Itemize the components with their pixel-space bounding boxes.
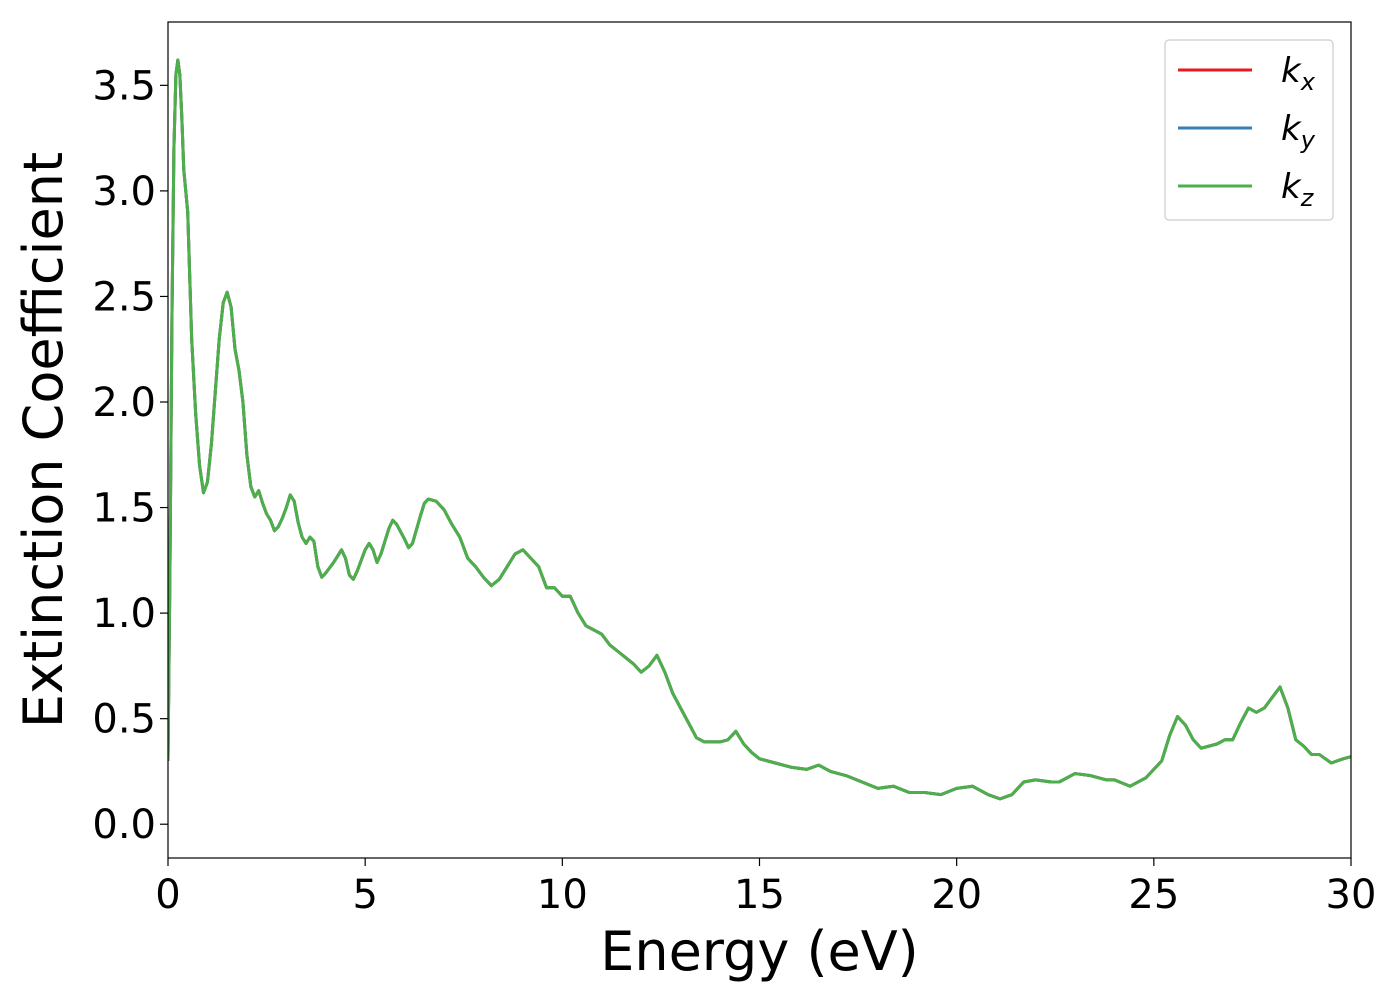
y-tick-label: 2.5	[92, 274, 156, 320]
y-tick-label: 1.5	[92, 486, 156, 532]
y-tick-label: 3.5	[92, 63, 156, 109]
x-tick-label: 15	[734, 872, 785, 918]
y-tick-label: 2.0	[92, 380, 156, 426]
legend-label: ky	[1281, 109, 1316, 154]
y-tick-label: 0.5	[92, 697, 156, 743]
series-line	[168, 58, 1351, 801]
legend-label: kz	[1281, 167, 1315, 212]
x-tick-label: 10	[537, 872, 588, 918]
legend-box	[1164, 39, 1334, 221]
x-tick-label: 5	[352, 872, 377, 918]
y-tick-label: 1.0	[92, 591, 156, 637]
y-tick-label: 0.0	[92, 802, 156, 848]
x-tick-label: 20	[931, 872, 982, 918]
plot-lines	[168, 58, 1351, 801]
x-tick-label: 25	[1128, 872, 1179, 918]
y-axis-label: Extinction Coefficient	[12, 152, 75, 728]
x-tick-label: 0	[155, 872, 180, 918]
x-axis-label: Energy (eV)	[600, 920, 919, 983]
legend-label: kx	[1281, 51, 1316, 96]
x-tick-label: 30	[1326, 872, 1377, 918]
y-tick-label: 3.0	[92, 169, 156, 215]
